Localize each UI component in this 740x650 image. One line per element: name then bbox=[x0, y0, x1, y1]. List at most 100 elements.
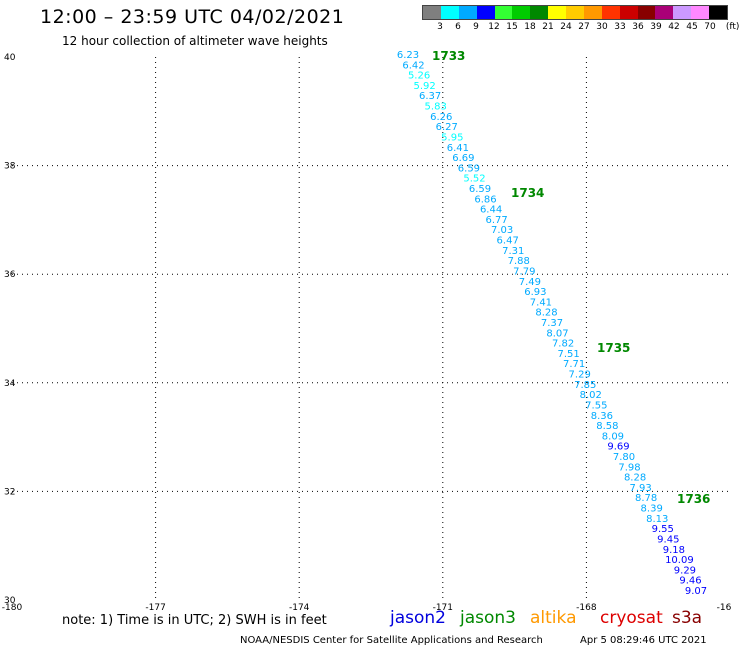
wave-height-value: 7.88 bbox=[508, 256, 530, 267]
legend-label: 70 bbox=[704, 22, 716, 32]
color-legend-bar bbox=[422, 5, 728, 20]
wave-height-value: 8.58 bbox=[596, 421, 618, 432]
legend-swatch bbox=[494, 6, 513, 19]
wave-height-value: 8.28 bbox=[535, 308, 557, 319]
wave-height-value: 8.02 bbox=[580, 390, 602, 401]
wave-height-value: 9.55 bbox=[652, 524, 674, 535]
legend-label: 9 bbox=[473, 22, 479, 32]
legend-swatch bbox=[583, 6, 602, 19]
legend-swatch bbox=[691, 6, 709, 19]
generated-timestamp: Apr 5 08:29:46 UTC 2021 bbox=[580, 635, 707, 646]
wave-height-value: 5.92 bbox=[413, 81, 435, 92]
latitude-tick-label: 36 bbox=[4, 270, 16, 280]
wave-height-value: 6.93 bbox=[524, 287, 546, 298]
longitude-tick-label: -177 bbox=[145, 603, 165, 613]
satellite-label-altika: altika bbox=[530, 608, 577, 628]
legend-swatch bbox=[548, 6, 566, 19]
wave-height-value: 7.71 bbox=[563, 359, 585, 370]
credit-text: NOAA/NESDIS Center for Satellite Applica… bbox=[240, 635, 543, 646]
legend-label: 21 bbox=[542, 22, 554, 32]
wave-height-value: 8.07 bbox=[546, 328, 568, 339]
latitude-tick-label: 38 bbox=[4, 162, 16, 172]
legend-label: 24 bbox=[560, 22, 572, 32]
wave-height-value: 9.46 bbox=[679, 576, 701, 587]
wave-height-value: 5.83 bbox=[425, 102, 447, 113]
legend-swatch bbox=[601, 6, 620, 19]
latitude-tick-label: 30 bbox=[4, 596, 16, 606]
legend-label: 15 bbox=[506, 22, 518, 32]
wave-height-value: 6.59 bbox=[469, 184, 491, 195]
wave-height-value: 8.78 bbox=[635, 493, 657, 504]
legend-swatch bbox=[637, 6, 656, 19]
wave-height-value: 9.18 bbox=[663, 545, 685, 556]
legend-label: 36 bbox=[632, 22, 644, 32]
wave-height-value: 6.77 bbox=[485, 215, 507, 226]
wave-height-value: 5.95 bbox=[441, 132, 463, 143]
wave-height-value: 6.59 bbox=[458, 163, 480, 174]
wave-height-value: 8.09 bbox=[602, 431, 624, 442]
wave-height-value: 9.29 bbox=[674, 565, 696, 576]
wave-height-value: 7.51 bbox=[557, 349, 579, 360]
wave-height-value: 7.03 bbox=[491, 225, 513, 236]
wave-height-value: 7.80 bbox=[613, 452, 635, 463]
wave-height-value: 8.28 bbox=[624, 473, 646, 484]
wave-height-value: 7.98 bbox=[618, 462, 640, 473]
satellite-label-cryosat: cryosat bbox=[600, 608, 663, 628]
legend-label: 3 bbox=[437, 22, 443, 32]
wave-height-value: 7.85 bbox=[574, 380, 596, 391]
wave-height-value: 8.39 bbox=[641, 504, 663, 515]
track-time-label: 1735 bbox=[597, 341, 630, 355]
wave-height-value: 7.93 bbox=[629, 483, 651, 494]
longitude-tick-label: -180 bbox=[2, 603, 23, 613]
latitude-tick-label: 40 bbox=[4, 53, 16, 63]
legend-label: 30 bbox=[596, 22, 608, 32]
wave-height-value: 6.23 bbox=[397, 50, 419, 61]
wave-height-value: 7.41 bbox=[530, 297, 552, 308]
wave-height-value: 7.49 bbox=[519, 277, 541, 288]
wave-height-value: 6.42 bbox=[402, 60, 424, 71]
legend-swatch bbox=[530, 6, 549, 19]
wave-height-value: 9.45 bbox=[657, 534, 679, 545]
wave-height-value: 5.26 bbox=[408, 71, 430, 82]
legend-swatch bbox=[566, 6, 584, 19]
track-time-label: 1733 bbox=[432, 49, 465, 63]
wave-height-value: 6.41 bbox=[447, 143, 469, 154]
longitude-tick-label: -168 bbox=[576, 603, 597, 613]
legend-unit: (ft) bbox=[725, 22, 740, 32]
wave-height-value: 8.13 bbox=[646, 514, 668, 525]
legend-swatch bbox=[423, 6, 441, 19]
legend-label: 42 bbox=[668, 22, 680, 32]
wave-height-value: 6.37 bbox=[419, 91, 441, 102]
legend-swatch bbox=[655, 6, 674, 19]
legend-label: 12 bbox=[488, 22, 500, 32]
legend-label: 6 bbox=[455, 22, 461, 32]
legend-swatch bbox=[440, 6, 459, 19]
satellite-label-s3a: s3a bbox=[672, 608, 703, 628]
wave-height-value: 6.86 bbox=[474, 194, 496, 205]
latitude-tick-label: 32 bbox=[4, 487, 15, 497]
wave-height-value: 8.36 bbox=[591, 411, 613, 422]
legend-label: 39 bbox=[650, 22, 662, 32]
wave-height-value: 6.44 bbox=[480, 205, 502, 216]
track-time-label: 1734 bbox=[511, 186, 544, 200]
legend-swatch bbox=[709, 6, 727, 19]
legend-swatch bbox=[673, 6, 692, 19]
legend-swatch bbox=[458, 6, 477, 19]
longitude-tick-label: -174 bbox=[289, 603, 310, 613]
map-subtitle: 12 hour collection of altimeter wave hei… bbox=[62, 34, 328, 48]
map-title: 12:00 – 23:59 UTC 04/02/2021 bbox=[40, 6, 345, 28]
wave-height-value: 6.27 bbox=[436, 122, 458, 133]
wave-height-value: 6.47 bbox=[497, 236, 519, 247]
wave-height-value: 9.07 bbox=[685, 586, 707, 597]
wave-height-value: 7.31 bbox=[502, 246, 524, 257]
wave-height-value: 7.82 bbox=[552, 339, 574, 350]
track-time-label: 1736 bbox=[677, 492, 710, 506]
latitude-tick-label: 34 bbox=[4, 379, 16, 389]
satellite-label-jason2: jason2 bbox=[390, 608, 446, 628]
legend-swatch bbox=[512, 6, 531, 19]
wave-height-value: 6.69 bbox=[452, 153, 474, 164]
legend-label: 45 bbox=[686, 22, 698, 32]
legend-label: 27 bbox=[578, 22, 590, 32]
wave-height-value: 5.52 bbox=[463, 174, 485, 185]
